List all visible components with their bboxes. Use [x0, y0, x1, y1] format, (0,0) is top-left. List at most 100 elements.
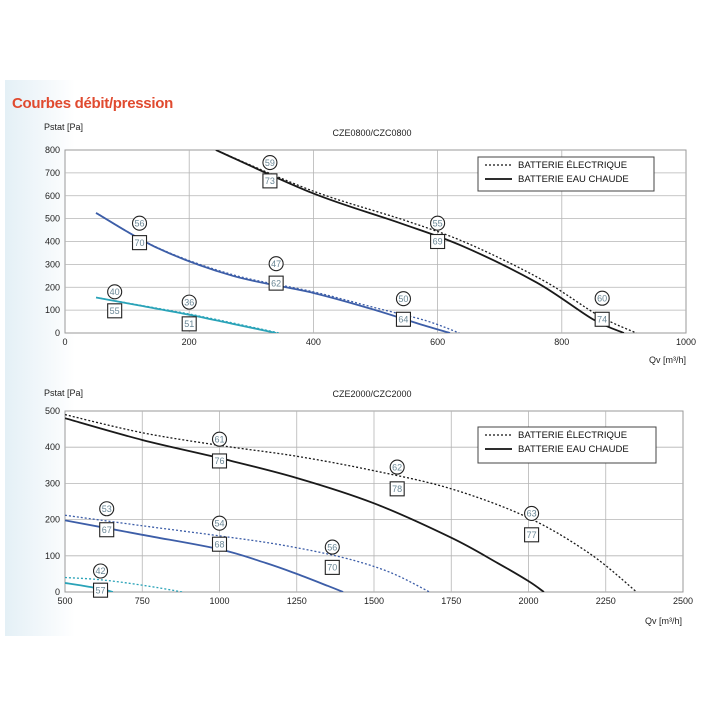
- series-line-dotted: [65, 576, 183, 592]
- y-tick-label: 200: [45, 282, 60, 292]
- y-tick-label: 300: [45, 259, 60, 269]
- y-tick-label: 100: [45, 305, 60, 315]
- marker-label: 62: [392, 462, 402, 472]
- y-tick-label: 100: [45, 551, 60, 561]
- marker-label: 36: [184, 297, 194, 307]
- series-line-dotted: [95, 296, 280, 333]
- series-line-solid: [95, 212, 451, 333]
- x-tick-label: 400: [306, 337, 321, 347]
- series-line-dotted: [215, 150, 637, 333]
- circle-marker: [430, 215, 446, 231]
- square-marker: [268, 275, 284, 291]
- marker-label: 64: [398, 314, 408, 324]
- marker-label: 56: [135, 218, 145, 228]
- marker-label: 69: [433, 237, 443, 247]
- x-tick-label: 1750: [441, 596, 461, 606]
- marker-label: 57: [96, 585, 106, 595]
- series-line-solid: [215, 150, 625, 333]
- legend-label: BATTERIE ÉLECTRIQUE: [518, 160, 627, 171]
- x-tick-label: 2000: [518, 596, 538, 606]
- marker-label: 47: [271, 259, 281, 269]
- x-tick-label: 800: [554, 337, 569, 347]
- marker-label: 62: [271, 278, 281, 288]
- y-tick-label: 500: [45, 214, 60, 224]
- square-marker: [131, 235, 148, 251]
- legend-label: BATTERIE ÉLECTRIQUE: [518, 430, 627, 441]
- x-tick-label: 1250: [287, 596, 307, 606]
- y-tick-label: 700: [45, 168, 60, 178]
- legend-box: [477, 156, 655, 192]
- y-axis-label: Pstat [Pa]: [44, 388, 83, 398]
- marker-label: 78: [392, 484, 402, 494]
- x-axis-label: Qv [m³/h]: [645, 616, 682, 626]
- marker-label: 68: [214, 539, 224, 549]
- circle-marker: [99, 501, 115, 517]
- x-tick-label: 2250: [596, 596, 616, 606]
- series-line-solid: [65, 519, 344, 592]
- square-marker: [92, 582, 109, 598]
- y-tick-label: 0: [55, 328, 60, 338]
- marker-label: 76: [214, 456, 224, 466]
- chart-title: CZE0800/CZC0800: [332, 128, 411, 138]
- x-tick-label: 1000: [676, 337, 696, 347]
- y-tick-label: 400: [45, 237, 60, 247]
- circle-marker: [131, 215, 148, 231]
- series-line-dotted: [95, 212, 460, 333]
- square-marker: [262, 173, 278, 189]
- circle-marker: [262, 155, 278, 171]
- marker-label: 63: [527, 509, 537, 519]
- marker-label: 42: [96, 566, 106, 576]
- circle-marker: [211, 431, 228, 447]
- y-axis-label: Pstat [Pa]: [44, 122, 83, 132]
- marker-label: 77: [527, 530, 537, 540]
- marker-label: 50: [398, 294, 408, 304]
- y-tick-label: 600: [45, 191, 60, 201]
- circle-marker: [324, 539, 340, 555]
- circle-marker: [107, 284, 123, 300]
- marker-label: 53: [102, 504, 112, 514]
- circle-marker: [211, 515, 228, 531]
- circle-marker: [268, 256, 284, 272]
- series-line-solid: [65, 417, 545, 592]
- marker-label: 40: [110, 287, 120, 297]
- marker-label: 51: [184, 319, 194, 329]
- x-tick-label: 200: [182, 337, 197, 347]
- square-marker: [211, 536, 228, 552]
- marker-label: 56: [327, 542, 337, 552]
- chart-title: CZE2000/CZC2000: [332, 389, 411, 399]
- circle-marker: [524, 505, 540, 521]
- legend-label: BATTERIE EAU CHAUDE: [518, 174, 629, 185]
- y-tick-label: 0: [55, 587, 60, 597]
- circle-marker: [594, 290, 610, 306]
- marker-label: 73: [265, 176, 275, 186]
- marker-label: 67: [102, 525, 112, 535]
- x-tick-label: 1500: [364, 596, 384, 606]
- square-marker: [211, 453, 228, 469]
- page-title: Courbes débit/pression: [12, 95, 173, 112]
- marker-label: 55: [433, 218, 443, 228]
- y-tick-label: 500: [45, 406, 60, 416]
- square-marker: [395, 311, 411, 327]
- square-marker: [524, 527, 540, 543]
- marker-label: 70: [135, 238, 145, 248]
- square-marker: [324, 559, 340, 575]
- square-marker: [181, 316, 197, 332]
- legend-box: [477, 426, 657, 464]
- y-tick-label: 300: [45, 478, 60, 488]
- square-marker: [389, 481, 405, 497]
- marker-label: 61: [214, 434, 224, 444]
- x-axis-label: Qv [m³/h]: [649, 355, 686, 365]
- y-tick-label: 200: [45, 515, 60, 525]
- x-tick-label: 500: [57, 596, 72, 606]
- circle-marker: [395, 291, 411, 307]
- x-tick-label: 600: [430, 337, 445, 347]
- circle-marker: [389, 459, 405, 475]
- x-tick-label: 0: [62, 337, 67, 347]
- marker-label: 74: [597, 314, 607, 324]
- x-tick-label: 750: [135, 596, 150, 606]
- marker-label: 55: [110, 306, 120, 316]
- square-marker: [594, 311, 610, 327]
- marker-label: 60: [597, 293, 607, 303]
- series-line-dotted: [65, 514, 430, 592]
